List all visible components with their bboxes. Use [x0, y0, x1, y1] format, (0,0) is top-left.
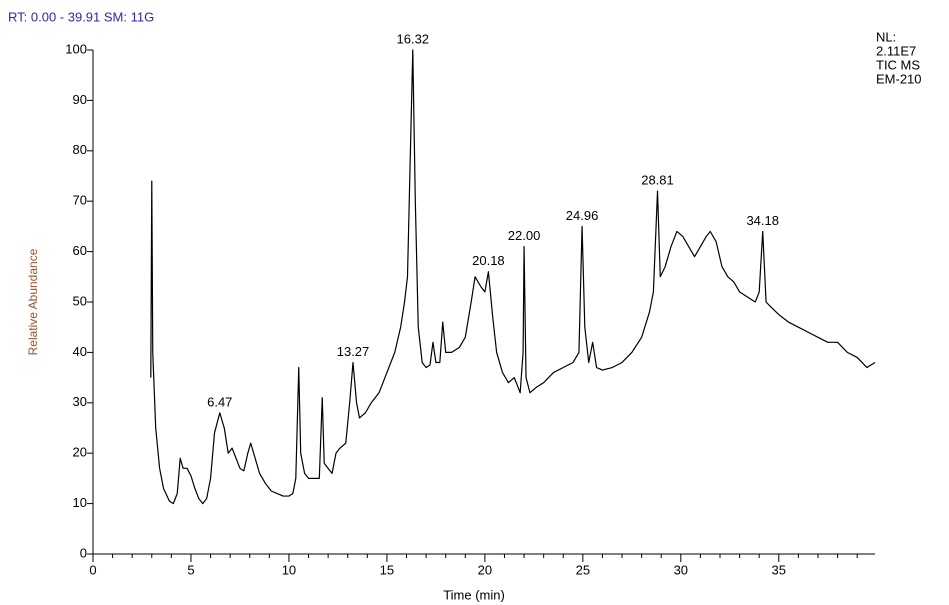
peak-label: 34.18: [746, 213, 779, 228]
y-tick-label: 0: [80, 545, 87, 560]
y-tick-label: 90: [73, 92, 87, 107]
x-tick-label: 15: [380, 562, 394, 577]
peak-label: 13.27: [337, 344, 370, 359]
x-tick-label: 25: [576, 562, 590, 577]
note: TIC MS: [876, 57, 920, 72]
peak-label: 28.81: [641, 173, 674, 188]
x-tick-label: 35: [772, 562, 786, 577]
x-tick-label: 20: [478, 562, 492, 577]
y-tick-label: 40: [73, 344, 87, 359]
peak-label: 22.00: [508, 228, 541, 243]
y-tick-label: 100: [65, 41, 87, 56]
x-tick-label: 10: [282, 562, 296, 577]
y-tick-label: 50: [73, 293, 87, 308]
y-axis-label: Relative Abundance: [26, 248, 40, 355]
x-tick-label: 0: [89, 562, 96, 577]
note: 2.11E7: [876, 43, 916, 58]
x-tick-label: 5: [187, 562, 194, 577]
y-tick-label: 60: [73, 243, 87, 258]
peak-label: 20.18: [472, 253, 505, 268]
peak-label: 6.47: [207, 394, 232, 409]
y-tick-label: 80: [73, 142, 87, 157]
peak-label: 16.32: [397, 31, 430, 46]
peak-label: 24.96: [566, 208, 599, 223]
y-tick-label: 30: [73, 394, 87, 409]
y-tick-label: 10: [73, 495, 87, 510]
chart-title: RT: 0.00 - 39.91 SM: 11G: [8, 9, 154, 24]
x-axis-label: Time (min): [443, 587, 505, 602]
y-tick-label: 20: [73, 445, 87, 460]
y-tick-label: 70: [73, 193, 87, 208]
trace: [150, 49, 876, 505]
note: EM-210: [876, 71, 922, 86]
x-tick-label: 30: [674, 562, 688, 577]
note: NL:: [876, 29, 896, 44]
